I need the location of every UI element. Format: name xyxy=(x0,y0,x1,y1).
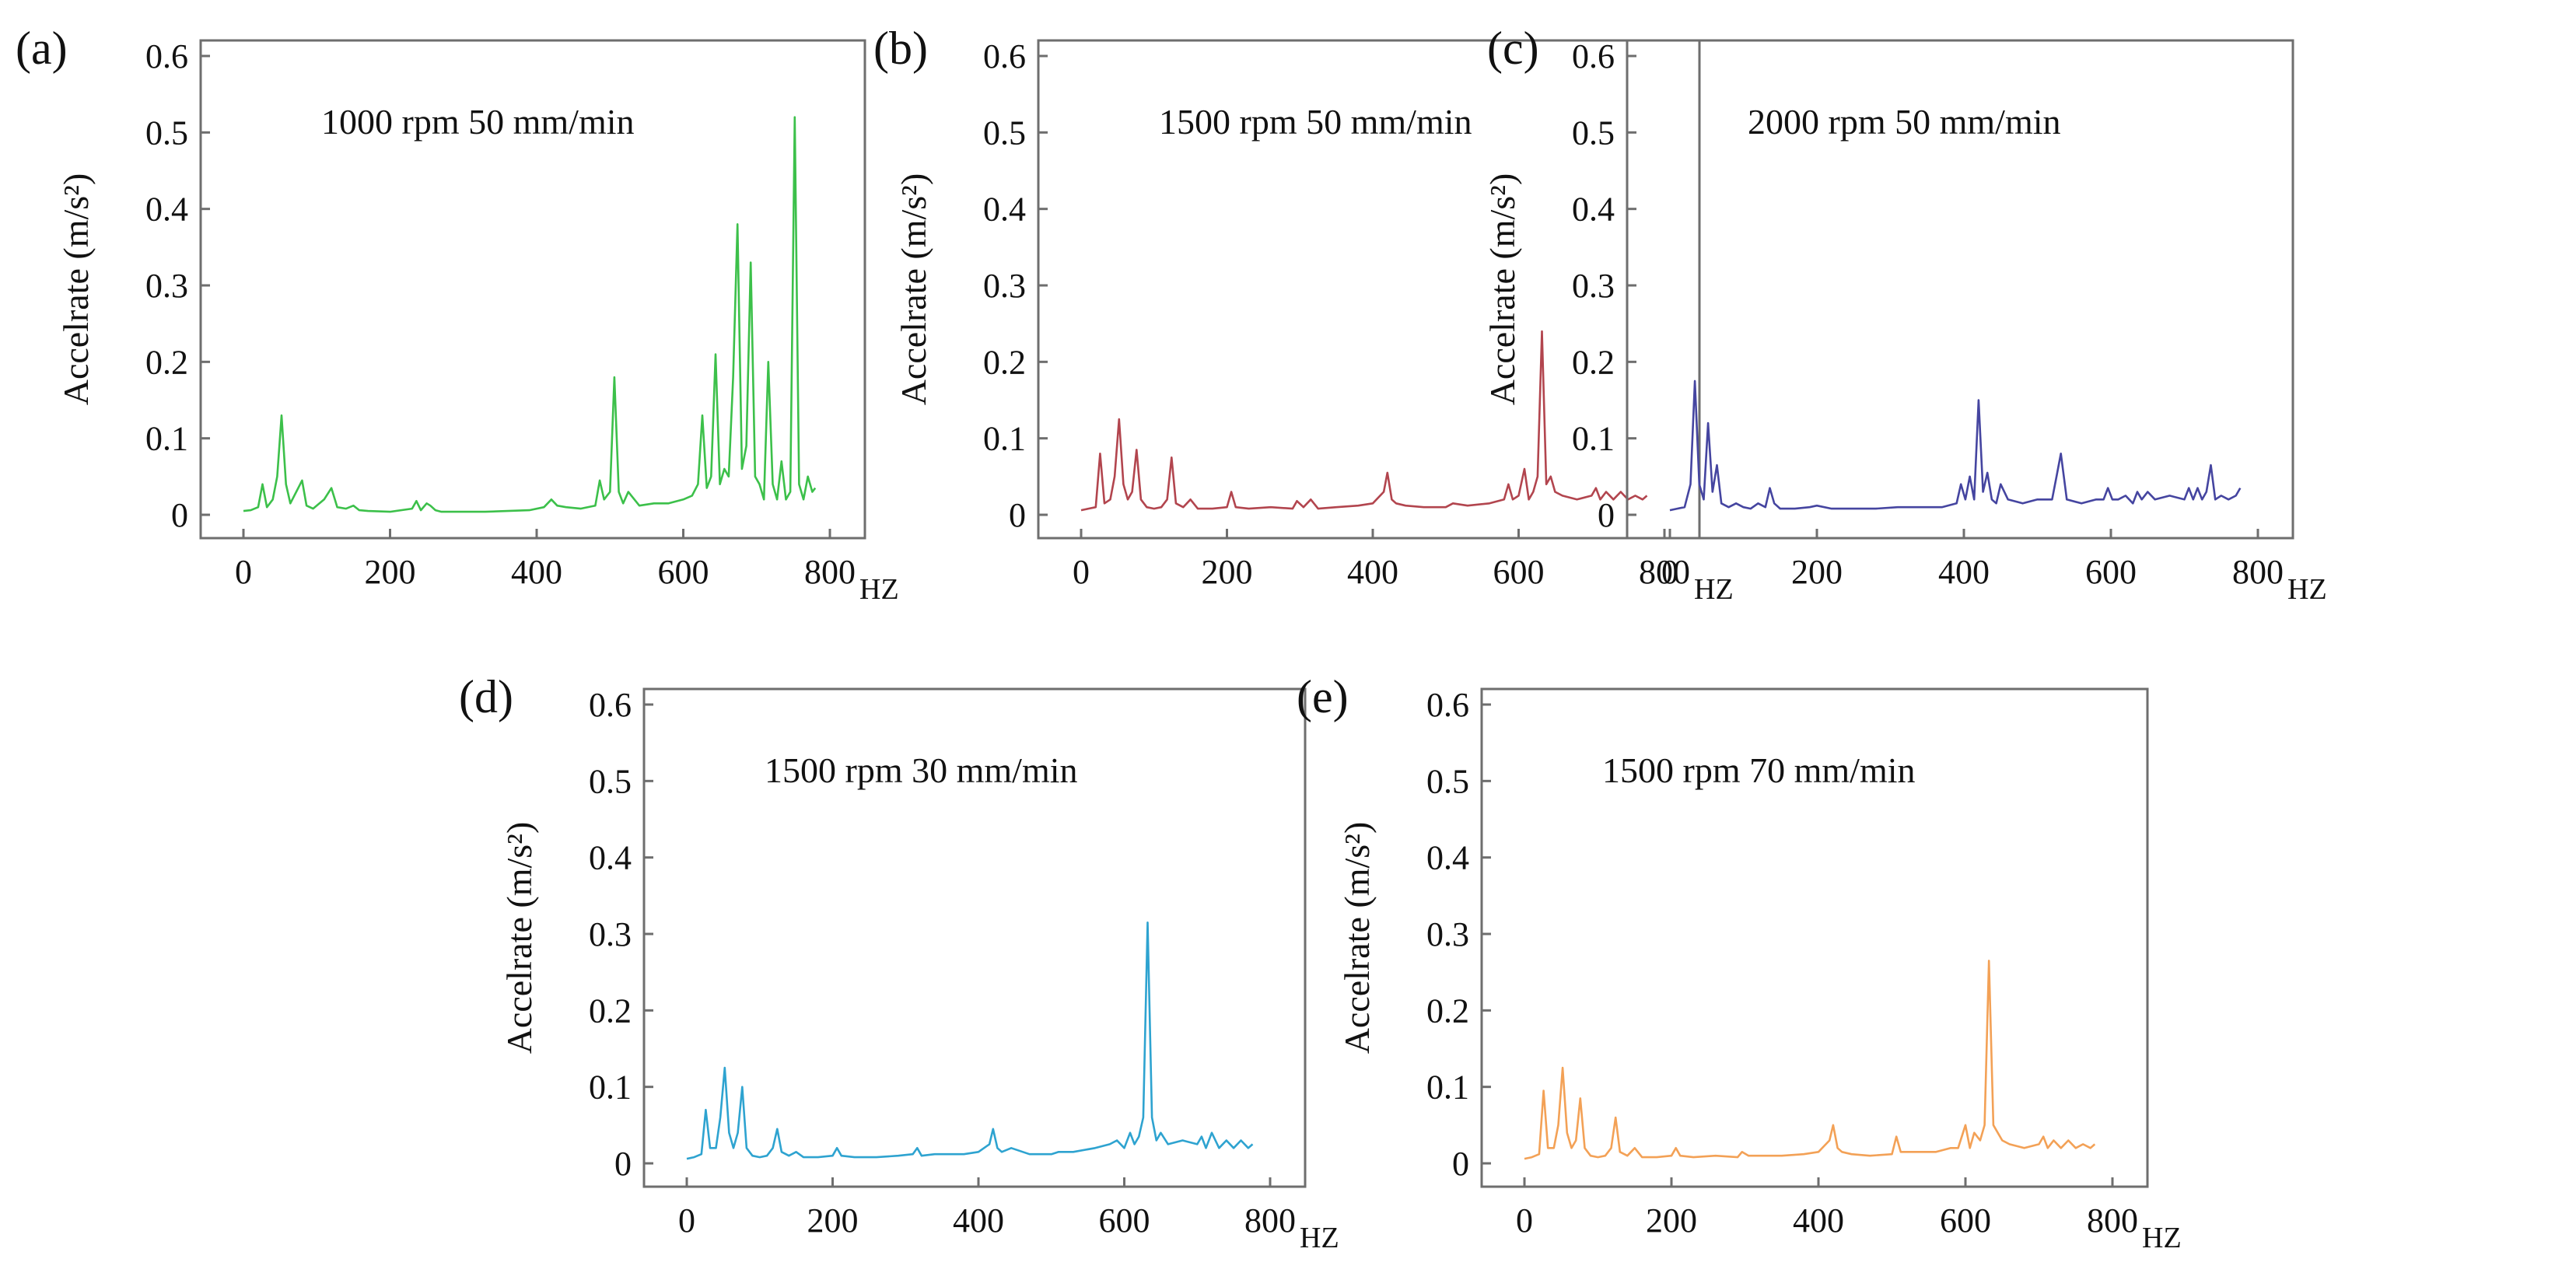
x-tick-label: 800 xyxy=(2087,1201,2138,1240)
y-tick-label: 0.5 xyxy=(1572,114,1615,152)
plot-frame xyxy=(642,687,1307,1188)
y-tick-label: 0.1 xyxy=(1572,420,1615,458)
y-tick-label: 0.6 xyxy=(983,37,1026,75)
chart-title: 1500 rpm 50 mm/min xyxy=(1159,102,1472,142)
y-tick-label: 0.1 xyxy=(983,420,1026,458)
x-tick-label: 200 xyxy=(1202,553,1253,591)
chart-title: 1500 rpm 70 mm/min xyxy=(1602,750,1916,790)
x-tick-label: 600 xyxy=(1099,1201,1150,1240)
x-tick-label: 200 xyxy=(1646,1201,1697,1240)
x-tick-label: 600 xyxy=(2085,553,2137,591)
y-tick-label: 0.6 xyxy=(145,37,188,75)
y-tick-label: 0.1 xyxy=(145,420,188,458)
panel-label: (c) xyxy=(1487,23,1539,74)
x-tick-label: 400 xyxy=(1938,553,1990,591)
chart-title: 1500 rpm 30 mm/min xyxy=(765,750,1078,790)
y-tick-label: 0.2 xyxy=(1426,991,1469,1030)
plot-frame xyxy=(199,39,866,540)
y-tick-label: 0.2 xyxy=(589,991,632,1030)
y-axis-label: Accelrate (m/s²) xyxy=(1337,822,1377,1054)
chart-title: 2000 rpm 50 mm/min xyxy=(1748,102,2061,142)
y-tick-label: 0.6 xyxy=(1572,37,1615,75)
y-tick-label: 0 xyxy=(1009,496,1026,534)
x-tick-label: 0 xyxy=(1516,1201,1533,1240)
y-tick-label: 0.2 xyxy=(983,343,1026,381)
y-tick-label: 0.5 xyxy=(589,762,632,800)
x-tick-label: 0 xyxy=(1073,553,1090,591)
y-tick-label: 0.5 xyxy=(145,114,188,152)
x-axis-label: HZ xyxy=(1300,1222,1339,1254)
x-tick-label: 400 xyxy=(953,1201,1004,1240)
series-line-e xyxy=(1524,960,2096,1160)
x-tick-label: 200 xyxy=(365,553,416,591)
y-tick-label: 0.3 xyxy=(1572,267,1615,305)
chart-panel-b: (b) 0 0.1 0.2 0.3 0.4 0.5 0.6 0 200 400 600 800 HZ Acc… xyxy=(873,23,1734,606)
panel-label: (a) xyxy=(16,23,68,74)
y-tick-label: 0 xyxy=(1598,496,1615,534)
x-axis-label: HZ xyxy=(2142,1222,2182,1254)
y-tick-label: 0.4 xyxy=(1572,191,1615,229)
y-tick-label: 0 xyxy=(1452,1145,1469,1183)
series-line-c xyxy=(1669,379,2242,512)
plot-frame xyxy=(1037,39,1701,540)
panel-label: (e) xyxy=(1297,671,1349,722)
series-line-a xyxy=(243,116,817,513)
x-tick-label: 800 xyxy=(1639,553,1690,591)
panel-label: (d) xyxy=(459,671,513,722)
y-tick-label: 0.3 xyxy=(983,267,1026,305)
chart-panel-d: (d) 0 0.1 0.2 0.3 0.4 0.5 0.6 0 200 400 600 800 HZ Acc… xyxy=(459,671,1339,1254)
x-tick-label: 0 xyxy=(1661,553,1678,591)
panel-label: (b) xyxy=(873,23,928,74)
x-tick-label: 600 xyxy=(1940,1201,1991,1240)
y-axis-label: Accelrate (m/s²) xyxy=(56,173,96,406)
y-tick-label: 0.2 xyxy=(1572,343,1615,381)
y-tick-label: 0.4 xyxy=(1426,839,1469,877)
x-tick-label: 600 xyxy=(658,553,709,591)
y-tick-label: 0.1 xyxy=(1426,1068,1469,1107)
x-tick-label: 0 xyxy=(678,1201,695,1240)
y-tick-label: 0.6 xyxy=(1426,686,1469,724)
y-tick-label: 0 xyxy=(614,1145,632,1183)
x-axis-label: HZ xyxy=(2287,573,2327,606)
y-axis-label: Accelrate (m/s²) xyxy=(499,822,539,1054)
y-tick-label: 0 xyxy=(171,496,188,534)
y-tick-label: 0.4 xyxy=(145,191,188,229)
y-tick-label: 0.5 xyxy=(1426,762,1469,800)
y-axis-label: Accelrate (m/s²) xyxy=(1482,173,1522,406)
x-axis-label: HZ xyxy=(859,573,899,606)
x-tick-label: 0 xyxy=(235,553,252,591)
plot-frame xyxy=(1626,39,2294,540)
x-axis-label: HZ xyxy=(1694,573,1734,606)
chart-panel-e: (e)00.10.20.30.40.50.60 200 400 600 800 HZAcc… xyxy=(1297,671,2182,1254)
x-tick-label: 800 xyxy=(1244,1201,1296,1240)
x-tick-label: 200 xyxy=(1791,553,1843,591)
x-tick-label: 800 xyxy=(2232,553,2284,591)
y-tick-label: 0.3 xyxy=(145,267,188,305)
y-axis-label: Accelrate (m/s²) xyxy=(894,173,933,406)
y-tick-label: 0.2 xyxy=(145,343,188,381)
y-tick-label: 0.3 xyxy=(589,915,632,953)
y-tick-label: 0.4 xyxy=(589,839,632,877)
series-line-b xyxy=(1080,330,1648,512)
y-tick-label: 0.6 xyxy=(589,686,632,724)
x-tick-label: 200 xyxy=(807,1201,859,1240)
x-tick-label: 400 xyxy=(1347,553,1398,591)
y-tick-label: 0.5 xyxy=(983,114,1026,152)
x-tick-label: 600 xyxy=(1493,553,1545,591)
series-line-d xyxy=(686,922,1254,1160)
x-tick-label: 400 xyxy=(1793,1201,1844,1240)
x-tick-label: 400 xyxy=(511,553,562,591)
plot-frame xyxy=(1480,687,2149,1188)
y-tick-label: 0.1 xyxy=(589,1068,632,1107)
chart-title: 1000 rpm 50 mm/min xyxy=(321,102,635,142)
x-tick-label: 800 xyxy=(804,553,856,591)
y-tick-label: 0.3 xyxy=(1426,915,1469,953)
chart-panel-a: (a) 0 0.1 0.2 0.3 0.4 0.5 0.6 0 200 400 600 800 HZ Acc… xyxy=(16,23,899,606)
y-tick-label: 0.4 xyxy=(983,191,1026,229)
chart-panel-c: (c)00.10.20.30.40.50.60 200 400 600 800 HZAcc… xyxy=(1482,23,2327,606)
